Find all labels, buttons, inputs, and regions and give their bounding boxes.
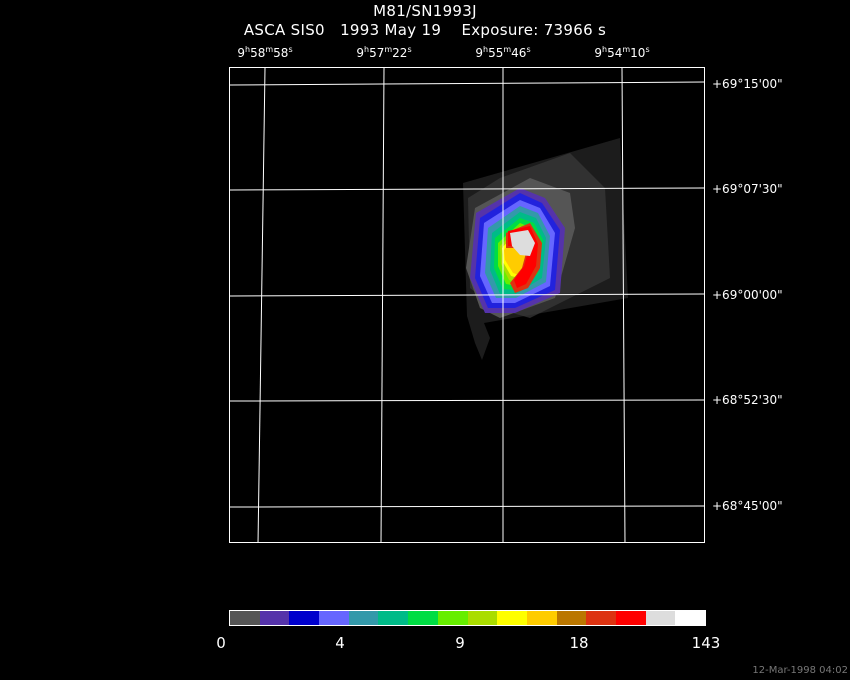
colorbar-tick-4: 143 — [691, 634, 721, 652]
colorbar-swatch-6 — [408, 611, 438, 625]
colorbar — [229, 610, 706, 626]
coordinate-grid — [230, 68, 704, 542]
ra-label-3: 9h55m46s — [475, 45, 531, 60]
colorbar-swatch-5 — [378, 611, 409, 625]
colorbar-tick-2: 9 — [455, 634, 465, 652]
image-title: M81/SN1993J — [373, 2, 477, 20]
xray-image — [230, 68, 704, 542]
colorbar-swatch-2 — [289, 611, 320, 625]
colorbar-swatch-11 — [556, 611, 587, 625]
dec-label-1: +69°15'00" — [712, 77, 783, 91]
source-contours — [470, 188, 565, 313]
dec-label-2: +69°07'30" — [712, 182, 783, 196]
ra-label-2: 9h57m22s — [356, 45, 412, 60]
colorbar-tick-1: 4 — [335, 634, 345, 652]
colorbar-swatch-12 — [586, 611, 616, 625]
colorbar-swatch-0 — [230, 611, 260, 625]
colorbar-swatch-10 — [526, 611, 557, 625]
xray-image-frame — [229, 67, 705, 543]
ra-label-4: 9h54m10s — [594, 45, 650, 60]
colorbar-swatch-15 — [675, 611, 705, 625]
dec-label-3: +69°00'00" — [712, 288, 783, 302]
colorbar-swatch-7 — [437, 611, 468, 625]
colorbar-swatch-4 — [348, 611, 379, 625]
colorbar-swatch-9 — [497, 611, 527, 625]
dec-label-4: +68°52'30" — [712, 393, 783, 407]
ra-label-1: 9h58m58s — [237, 45, 293, 60]
dec-label-5: +68°45'00" — [712, 499, 783, 513]
colorbar-swatch-1 — [259, 611, 290, 625]
colorbar-swatch-8 — [467, 611, 498, 625]
colorbar-swatch-13 — [615, 611, 646, 625]
colorbar-tick-0: 0 — [216, 634, 226, 652]
colorbar-tick-3: 18 — [569, 634, 589, 652]
colorbar-swatch-3 — [319, 611, 349, 625]
colorbar-swatch-14 — [645, 611, 676, 625]
image-subtitle: ASCA SIS0 1993 May 19 Exposure: 73966 s — [243, 21, 607, 39]
timestamp: 12-Mar-1998 04:02 — [752, 665, 848, 676]
